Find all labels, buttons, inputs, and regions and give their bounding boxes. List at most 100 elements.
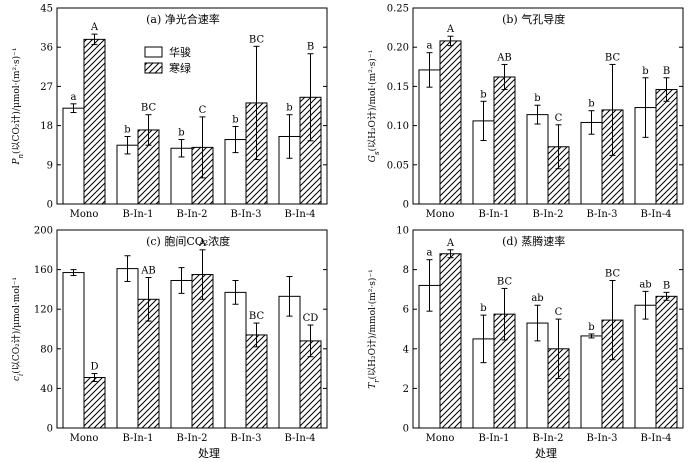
x-tick-label: B-In-1 — [478, 433, 509, 444]
y-tick-label: 0 — [47, 424, 53, 435]
y-tick-label: 200 — [34, 226, 53, 237]
x-tick-label: Mono — [70, 433, 99, 444]
significance-label: A — [90, 22, 99, 33]
x-tick-label: Mono — [426, 433, 455, 444]
significance-label: b — [642, 66, 648, 77]
y-tick-label: 120 — [34, 305, 53, 316]
x-tick-label: B-In-1 — [122, 433, 153, 444]
y-tick-label: 18 — [40, 121, 53, 132]
x-tick-label: B-In-4 — [640, 209, 671, 220]
significance-label: BC — [605, 52, 621, 63]
x-tick-label: B-In-2 — [532, 209, 563, 220]
y-axis-label: Pn(以CO₂计)/μmol·(m²·s)⁻¹ — [10, 47, 25, 165]
significance-label: C — [555, 113, 563, 124]
y-tick-label: 2 — [403, 384, 409, 395]
y-tick-label: 45 — [40, 4, 53, 15]
bar-huajun-B-In-3 — [580, 335, 603, 429]
y-tick-label: 0.15 — [387, 82, 409, 93]
significance-label: b — [588, 99, 594, 110]
bar-huajun-Mono — [62, 107, 85, 205]
chart-panel-2: 0 0.05 0.10 0.15 0.20 0.25 Gs(以H₂O计)/mol·(m²·s… — [366, 4, 684, 220]
x-tick-label: Mono — [426, 209, 455, 220]
x-axis-title-left: 处理 — [198, 447, 220, 460]
bar-hanlv-Mono — [83, 377, 106, 429]
significance-label: ab — [531, 293, 543, 304]
x-tick-label: B-In-1 — [478, 209, 509, 220]
y-tick-label: 0.20 — [387, 43, 409, 54]
x-tick-label: Mono — [70, 209, 99, 220]
bar-hanlv-B-In-3 — [245, 334, 268, 429]
significance-label: B — [663, 280, 670, 291]
bar-huajun-B-In-1 — [116, 268, 139, 429]
y-tick-label: 8 — [403, 265, 409, 276]
x-tick-label: B-In-4 — [284, 433, 315, 444]
bar-huajun-Mono — [418, 69, 441, 205]
legend-label-huajun: 华骏 — [169, 45, 191, 59]
significance-label: b — [480, 303, 486, 314]
bar-huajun-Mono — [62, 272, 85, 429]
chart-title: (d) 蒸腾速率 — [502, 234, 565, 248]
bar-huajun-B-In-2 — [526, 114, 549, 205]
significance-label: a — [71, 92, 77, 103]
chart-title: (c) 胞间CO₂浓度 — [146, 234, 230, 248]
legend-swatch-huajun — [144, 46, 163, 58]
bar-hanlv-Mono — [439, 253, 462, 429]
significance-label: b — [124, 124, 130, 135]
x-tick-label: B-In-2 — [176, 433, 207, 444]
y-tick-label: 36 — [40, 43, 53, 54]
x-tick-label: B-In-3 — [586, 433, 617, 444]
y-tick-label: 9 — [47, 160, 53, 171]
bar-hanlv-B-In-4 — [655, 89, 678, 205]
x-axis-title-right: 处理 — [535, 447, 557, 460]
significance-label: b — [286, 103, 292, 114]
significance-label: BC — [249, 311, 265, 322]
y-tick-label: 0 — [403, 200, 409, 211]
bar-huajun-B-In-4 — [634, 304, 657, 429]
significance-label: a — [427, 248, 433, 259]
significance-label: b — [534, 93, 540, 104]
chart-panel-3: 0 40 80 120 160 200 ci(以CO₂计)/μmol·mol⁻¹ (c) 胞间… — [10, 226, 328, 444]
significance-label: b — [232, 114, 238, 125]
legend-swatch-hanlv — [144, 62, 163, 74]
bar-hanlv-B-In-1 — [493, 76, 516, 205]
y-axis-label: Gs(以H₂O计)/mol·(m²·s)⁻¹ — [366, 50, 381, 162]
chart-panel-1: 0 9 18 27 36 45 Pn(以CO₂计)/μmol·(m²·s)⁻¹ (a) 净光合… — [10, 4, 328, 220]
bar-huajun-B-In-2 — [170, 279, 193, 429]
legend-label-hanlv: 寒绿 — [169, 61, 191, 75]
y-tick-label: 10 — [396, 226, 409, 237]
x-tick-label: B-In-3 — [230, 209, 261, 220]
significance-label: ab — [639, 279, 651, 290]
significance-label: C — [199, 105, 207, 116]
y-tick-label: 4 — [403, 344, 409, 355]
x-tick-label: B-In-1 — [122, 209, 153, 220]
x-tick-label: B-In-2 — [176, 209, 207, 220]
significance-label: AB — [140, 266, 156, 277]
significance-label: BC — [497, 276, 513, 287]
y-tick-label: 0.10 — [387, 121, 409, 132]
x-tick-label: B-In-2 — [532, 433, 563, 444]
x-tick-label: B-In-4 — [640, 433, 671, 444]
significance-label: b — [588, 322, 594, 333]
y-tick-label: 80 — [40, 344, 53, 355]
x-tick-label: B-In-3 — [586, 209, 617, 220]
bar-hanlv-Mono — [83, 38, 106, 205]
y-tick-label: 40 — [40, 384, 53, 395]
x-tick-label: B-In-4 — [284, 209, 315, 220]
chart-title: (a) 净光合速率 — [146, 12, 220, 26]
y-axis-label: Tr(以H₂O计)/mmol·(m²·s)⁻¹ — [366, 269, 381, 389]
significance-label: AB — [496, 52, 512, 63]
significance-label: D — [90, 362, 98, 373]
chart-panel-4: 0 2 4 6 8 10 Tr(以H₂O计)/mmol·(m²·s)⁻¹ (d) 蒸腾速率 Mo… — [366, 226, 684, 444]
y-tick-label: 0.05 — [387, 160, 409, 171]
chart-title: (b) 气孔导度 — [502, 12, 565, 26]
significance-label: B — [663, 66, 670, 77]
significance-label: A — [198, 238, 207, 249]
significance-label: b — [178, 128, 184, 139]
bar-hanlv-Mono — [439, 40, 462, 205]
y-tick-label: 160 — [34, 265, 53, 276]
significance-label: BC — [249, 34, 265, 45]
significance-label: BC — [141, 103, 157, 114]
y-tick-label: 6 — [403, 305, 409, 316]
